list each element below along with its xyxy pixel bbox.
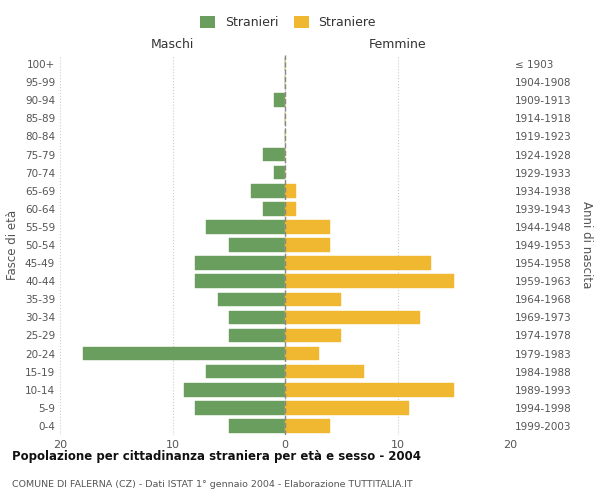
Legend: Stranieri, Straniere: Stranieri, Straniere [195,11,381,34]
Bar [285,401,409,414]
Bar [285,328,341,342]
Bar [285,347,319,360]
Bar [285,419,330,432]
Y-axis label: Anni di nascita: Anni di nascita [580,202,593,288]
Bar [229,310,285,324]
Bar [83,347,285,360]
Bar [206,220,285,234]
Bar [195,274,285,288]
Bar [285,256,431,270]
Bar [285,292,341,306]
Bar [285,202,296,215]
Bar [184,383,285,396]
Bar [195,256,285,270]
Bar [285,184,296,198]
Bar [274,94,285,107]
Bar [229,238,285,252]
Bar [285,220,330,234]
Bar [285,365,364,378]
Bar [229,328,285,342]
Bar [218,292,285,306]
Bar [285,238,330,252]
Bar [206,365,285,378]
Bar [285,310,420,324]
Bar [285,274,454,288]
Bar [285,383,454,396]
Bar [251,184,285,198]
Text: Femmine: Femmine [368,38,427,52]
Text: COMUNE DI FALERNA (CZ) - Dati ISTAT 1° gennaio 2004 - Elaborazione TUTTITALIA.IT: COMUNE DI FALERNA (CZ) - Dati ISTAT 1° g… [12,480,413,489]
Y-axis label: Fasce di età: Fasce di età [7,210,19,280]
Bar [195,401,285,414]
Text: Popolazione per cittadinanza straniera per età e sesso - 2004: Popolazione per cittadinanza straniera p… [12,450,421,463]
Bar [274,166,285,179]
Text: Maschi: Maschi [151,38,194,52]
Bar [263,202,285,215]
Bar [229,419,285,432]
Bar [263,148,285,162]
